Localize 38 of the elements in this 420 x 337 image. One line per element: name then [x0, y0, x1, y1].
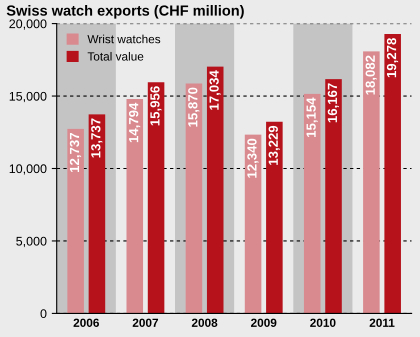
bar — [304, 94, 321, 314]
legend-label: Wrist watches — [87, 34, 160, 44]
data-label: 15,956 — [150, 86, 162, 126]
data-label: 19,278 — [386, 38, 398, 78]
legend-label: Total value — [88, 52, 144, 61]
x-tick-label: 2007 — [132, 318, 158, 327]
data-label: 14,794 — [128, 102, 140, 142]
data-label: 17,034 — [209, 70, 221, 110]
bar — [244, 134, 262, 314]
data-label: 18,082 — [366, 56, 377, 95]
bar — [384, 34, 401, 314]
chart-title: Swiss watch exports (CHF million) — [6, 5, 244, 19]
y-tick-label: 10,000 — [10, 164, 46, 175]
x-tick-label: 2010 — [310, 318, 336, 327]
bar — [126, 99, 144, 314]
y-tick-label: 0 — [40, 309, 46, 318]
data-label: 16,167 — [328, 83, 339, 122]
bar — [363, 51, 380, 314]
bar — [148, 82, 164, 314]
x-tick-label: 2008 — [192, 318, 218, 327]
bar — [88, 114, 106, 314]
data-label: 13,737 — [91, 118, 102, 158]
data-label: 12,340 — [247, 138, 259, 178]
bar — [186, 83, 202, 314]
y-tick-label: 5,000 — [16, 236, 46, 248]
x-tick-label: 2011 — [370, 318, 395, 327]
x-tick-label: 2009 — [251, 318, 276, 327]
data-label: 15,870 — [188, 88, 200, 127]
y-tick-label: 15,000 — [10, 92, 46, 102]
y-tick-label: 20,000 — [9, 19, 46, 30]
data-label: 15,154 — [306, 98, 318, 137]
bar — [206, 66, 224, 314]
data-label: 12,737 — [70, 133, 82, 172]
data-label: 13,229 — [268, 126, 280, 165]
bar — [325, 79, 342, 314]
bar — [266, 122, 283, 314]
x-tick-label: 2006 — [74, 318, 99, 327]
bar — [67, 128, 84, 314]
